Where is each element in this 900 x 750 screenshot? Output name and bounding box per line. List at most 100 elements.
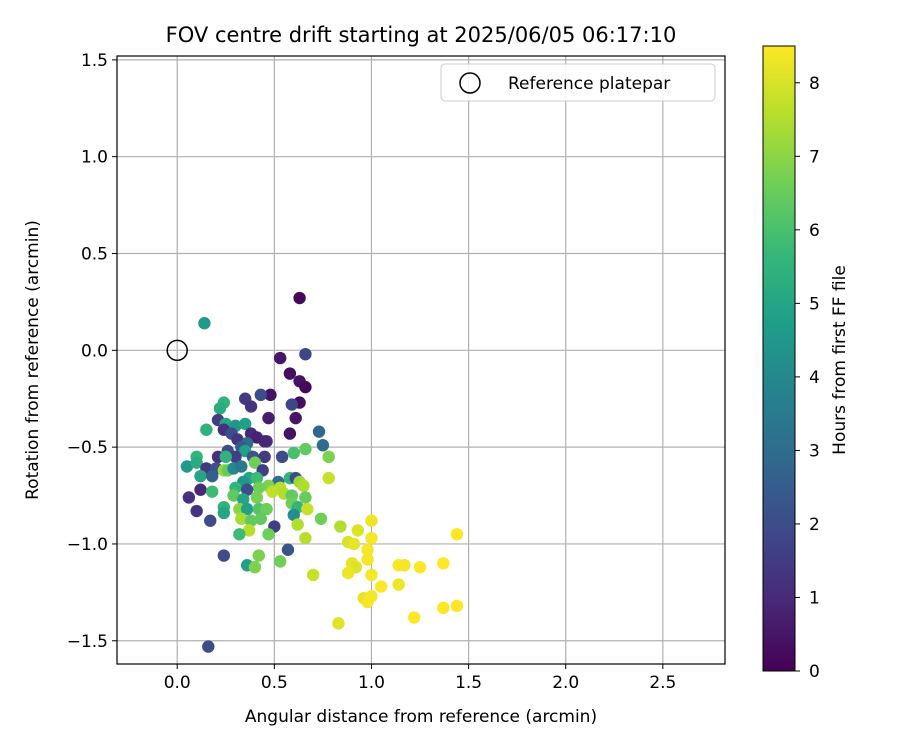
y-tick-label: 0.5: [81, 245, 108, 265]
data-point: [258, 435, 271, 448]
data-point: [264, 388, 277, 402]
plot-frame: [116, 55, 726, 665]
data-point: [365, 590, 378, 603]
y-tick-label: −1.5: [67, 632, 108, 652]
data-point: [217, 549, 231, 562]
data-point: [316, 438, 330, 452]
data-point: [260, 502, 273, 516]
y-tick-label: −1.0: [67, 535, 108, 555]
x-tick-label: 0.5: [261, 673, 288, 693]
data-point: [281, 543, 295, 556]
data-point: [374, 580, 388, 593]
data-point: [235, 512, 248, 525]
data-point: [287, 446, 300, 460]
data-point: [347, 537, 361, 551]
data-point: [322, 450, 335, 464]
data-point: [299, 380, 312, 394]
data-point: [361, 553, 374, 566]
data-point: [198, 317, 211, 330]
data-point: [365, 531, 378, 545]
data-point: [322, 471, 335, 485]
data-point: [252, 549, 266, 562]
data-point: [235, 460, 248, 473]
data-point: [273, 555, 287, 568]
data-point: [285, 398, 299, 411]
colorbar-tick-label: 1: [809, 588, 820, 608]
data-point: [437, 601, 450, 615]
data-point: [398, 559, 411, 572]
data-point: [392, 578, 405, 591]
data-point: [293, 291, 306, 305]
colorbar: [762, 45, 796, 672]
data-point: [262, 411, 275, 425]
data-point: [351, 524, 365, 537]
data-point: [248, 456, 262, 469]
data-point: [299, 531, 312, 545]
y-tick-label: 0.0: [81, 341, 108, 361]
legend-label: Reference platepar: [508, 74, 670, 94]
colorbar-label: Hours from first FF file: [830, 265, 850, 455]
x-tick-label: 1.5: [455, 673, 482, 693]
data-point: [437, 557, 450, 570]
data-point: [291, 518, 304, 531]
x-tick-label: 1.0: [358, 673, 385, 693]
data-point: [194, 469, 207, 483]
data-point: [299, 347, 312, 361]
data-point: [299, 442, 312, 456]
data-point: [233, 528, 246, 541]
x-tick-label: 2.5: [649, 673, 676, 693]
data-points: [180, 291, 464, 653]
x-tick-label: 0.0: [164, 673, 191, 693]
data-point: [213, 402, 227, 415]
data-point: [332, 617, 345, 630]
legend: Reference platepar: [440, 63, 716, 102]
data-point: [244, 400, 258, 413]
data-point: [229, 450, 242, 464]
data-point: [219, 450, 232, 464]
data-point: [306, 568, 320, 582]
colorbar-tick-label: 7: [809, 147, 820, 167]
data-point: [227, 489, 240, 502]
data-point: [450, 528, 464, 541]
x-axis-ticks: 0.0 0.5 1.0 1.5 2.0 2.5: [164, 664, 676, 693]
data-point: [250, 491, 264, 504]
data-point: [408, 611, 421, 624]
data-point: [237, 493, 250, 506]
y-tick-label: 1.0: [81, 148, 108, 168]
legend-box: [440, 63, 716, 102]
data-point: [200, 423, 213, 436]
x-axis-label: Angular distance from reference (arcmin): [245, 707, 597, 727]
data-point: [254, 512, 267, 525]
colorbar-tick-label: 0: [809, 662, 820, 682]
data-point: [297, 479, 310, 493]
data-point: [250, 471, 264, 485]
data-point: [275, 450, 289, 464]
reference-marker: [166, 339, 188, 362]
data-point: [180, 460, 194, 473]
data-point: [248, 560, 262, 574]
data-point: [182, 491, 196, 504]
data-point: [252, 481, 266, 494]
data-point: [365, 568, 378, 582]
data-point: [204, 514, 217, 527]
colorbar-tick-label: 2: [809, 515, 820, 535]
data-point: [239, 417, 252, 431]
data-point: [312, 425, 326, 438]
reference-marker-layer: [166, 339, 188, 362]
data-point: [273, 351, 287, 365]
data-point: [190, 504, 203, 518]
data-point: [283, 427, 297, 440]
data-point: [258, 450, 271, 464]
data-point: [244, 514, 258, 527]
colorbar-tick-label: 6: [809, 221, 820, 241]
colorbar-ticks: 0 1 2 3 4 5 6 7 8: [795, 74, 820, 682]
chart-title: FOV centre drift starting at 2025/06/05 …: [166, 23, 677, 47]
legend-reference-marker: [459, 72, 481, 94]
data-point: [217, 506, 231, 520]
data-point: [266, 485, 279, 498]
data-point: [190, 456, 203, 469]
x-tick-label: 2.0: [552, 673, 579, 693]
y-tick-label: −0.5: [67, 438, 108, 458]
